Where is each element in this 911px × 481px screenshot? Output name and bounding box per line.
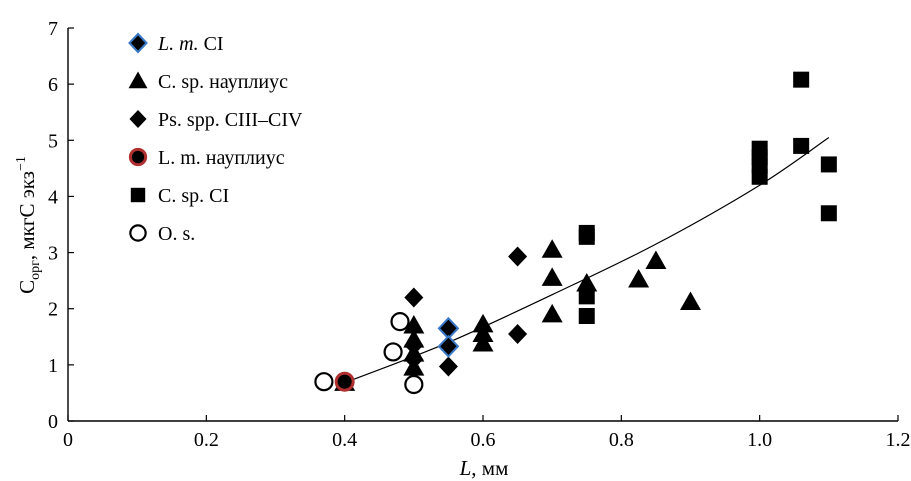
x-tick-label: 1.0: [747, 429, 772, 451]
y-axis-title: Cорг, мкгC экз−1: [14, 156, 43, 294]
data-point: [541, 303, 563, 323]
legend-label: L. m. науплиус: [158, 147, 285, 169]
data-point: [680, 291, 701, 310]
data-point: [472, 323, 494, 342]
legend-label: O. s.: [158, 223, 195, 245]
y-tick-label: 0: [48, 411, 58, 433]
data-point: [820, 156, 837, 173]
x-tick-label: 1.2: [886, 429, 911, 451]
data-point: [472, 333, 494, 352]
data-point: [438, 356, 458, 377]
data-point: [793, 137, 810, 154]
legend-marker: [129, 224, 147, 242]
data-point: [334, 371, 355, 392]
data-point: [472, 313, 494, 333]
data-point: [578, 308, 595, 325]
y-tick-label: 7: [48, 18, 58, 40]
legend-marker: [130, 187, 146, 203]
legend-marker: [128, 32, 148, 54]
data-point: [508, 246, 528, 267]
data-point: [541, 267, 563, 286]
data-point: [403, 315, 425, 334]
tick-labels: 0 0.2 0.4 0.6 0.8 1.0 1.2 0 1 2 3 4 5 6 7: [48, 18, 911, 451]
data-point: [508, 323, 528, 344]
x-tick-label: 0.2: [194, 429, 219, 451]
legend-marker: [129, 110, 147, 128]
data-point: [403, 343, 425, 362]
data-point: [576, 272, 598, 292]
legend-label: C. sp. CI: [158, 185, 229, 207]
data-point: [403, 329, 425, 348]
axes: [67, 27, 899, 422]
data-point: [628, 269, 650, 288]
legend: L. m. CI C. sp. науплиус Ps. spp. CIII–CIV…: [128, 32, 303, 245]
data-point: [404, 374, 424, 395]
data-point: [645, 250, 667, 269]
y-tick-label: 3: [48, 243, 58, 265]
data-point: [383, 342, 403, 362]
legend-marker: [128, 71, 148, 89]
data-point: [820, 205, 837, 222]
x-tick-label: 0: [63, 429, 73, 451]
x-axis-title: L, мм: [459, 456, 509, 480]
data-point: [751, 168, 768, 185]
x-tick-label: 0.4: [332, 429, 357, 451]
data-point: [578, 228, 595, 245]
legend-marker: [128, 147, 148, 167]
data-point: [390, 312, 410, 332]
data-point: [314, 372, 334, 392]
data-points: [314, 71, 837, 395]
legend-label: C. sp. науплиус: [158, 71, 288, 93]
x-tick-label: 0.8: [609, 429, 634, 451]
y-tick-label: 5: [48, 130, 58, 152]
data-point: [437, 334, 460, 358]
data-point: [403, 357, 425, 376]
y-tick-label: 1: [48, 355, 58, 377]
legend-label: Ps. spp. CIII–CIV: [158, 109, 303, 131]
legend-label: L. m. CI: [157, 33, 224, 55]
y-tick-label: 2: [48, 299, 58, 321]
y-tick-label: 6: [48, 74, 58, 96]
y-tick-label: 4: [48, 186, 58, 208]
data-point: [404, 287, 424, 308]
data-point: [541, 239, 563, 258]
x-tick-label: 0.6: [471, 429, 496, 451]
data-point: [578, 288, 595, 305]
data-point: [793, 71, 810, 88]
